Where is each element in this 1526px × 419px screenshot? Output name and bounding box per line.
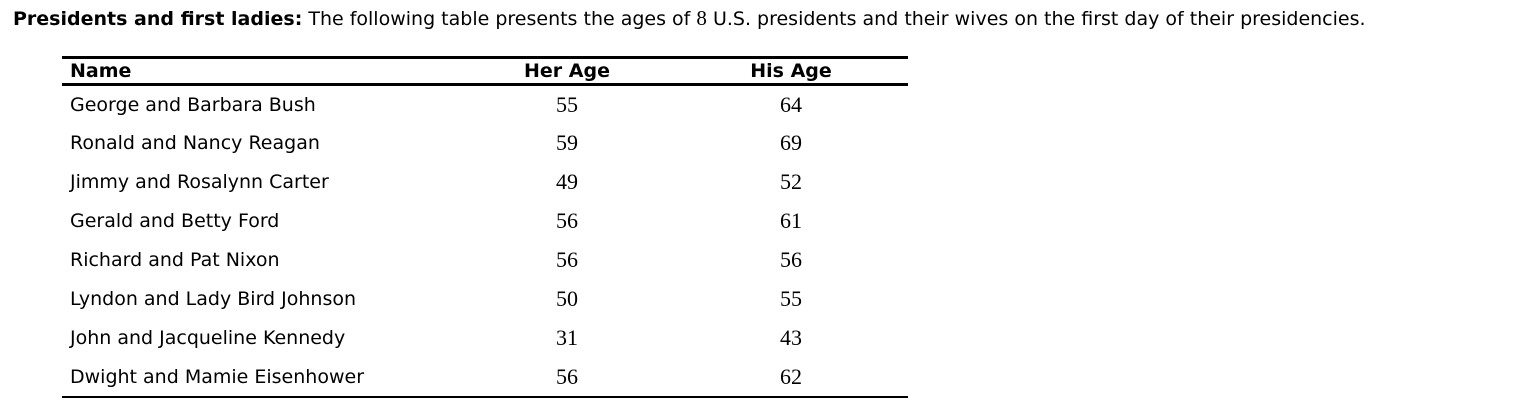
cell-name: Ronald and Nancy Reagan (70, 132, 320, 154)
cell-name: Gerald and Betty Ford (70, 210, 280, 232)
table-row: Lyndon and Lady Bird Johnson 50 55 (62, 280, 908, 319)
table-header-row: Name Her Age His Age (62, 58, 908, 85)
cell-his-age: 69 (780, 130, 802, 155)
cell-name: Lyndon and Lady Bird Johnson (70, 288, 357, 310)
cell-his-age: 61 (780, 208, 802, 233)
cell-her-age: 49 (556, 169, 578, 194)
ages-table: Name Her Age His Age George and Barbara … (62, 56, 908, 398)
cell-his-age: 62 (780, 363, 802, 389)
cell-his-age: 52 (780, 169, 802, 194)
cell-name: George and Barbara Bush (70, 93, 316, 116)
cell-name: John and Jacqueline Kennedy (70, 327, 346, 349)
table-row: Dwight and Mamie Eisenhower 56 62 (62, 358, 908, 397)
ages-table-grid: Name Her Age His Age George and Barbara … (62, 56, 908, 398)
cell-her-age: 50 (556, 286, 578, 311)
intro-text: Presidents and first ladies: The followi… (13, 3, 1523, 34)
header-his-age: His Age (750, 60, 832, 82)
table-row: John and Jacqueline Kennedy 31 43 (62, 319, 908, 358)
header-her-age: Her Age (524, 60, 610, 82)
table-row: Jimmy and Rosalynn Carter 49 52 (62, 163, 908, 202)
cell-name: Richard and Pat Nixon (70, 249, 280, 271)
intro-bold-label: Presidents and first ladies: (13, 8, 303, 30)
cell-her-age: 56 (556, 208, 578, 233)
table-row: George and Barbara Bush 55 64 (62, 85, 908, 124)
cell-his-age: 56 (780, 247, 802, 272)
cell-name: Jimmy and Rosalynn Carter (70, 171, 329, 193)
intro-count: 8 (696, 6, 707, 30)
cell-his-age: 64 (780, 91, 802, 117)
table-row: Gerald and Betty Ford 56 61 (62, 202, 908, 241)
cell-his-age: 55 (780, 286, 802, 311)
cell-her-age: 56 (556, 363, 578, 389)
table-row: Richard and Pat Nixon 56 56 (62, 241, 908, 280)
header-name: Name (70, 60, 132, 82)
cell-her-age: 31 (556, 325, 578, 350)
cell-her-age: 56 (556, 247, 578, 272)
intro-before-count: The following table presents the ages of (302, 8, 697, 30)
table-row: Ronald and Nancy Reagan 59 69 (62, 124, 908, 163)
cell-her-age: 55 (556, 91, 578, 117)
cell-his-age: 43 (780, 325, 802, 350)
cell-name: Dwight and Mamie Eisenhower (70, 365, 364, 388)
cell-her-age: 59 (556, 130, 578, 155)
intro-after-count: U.S. presidents and their wives on the f… (706, 8, 1366, 30)
